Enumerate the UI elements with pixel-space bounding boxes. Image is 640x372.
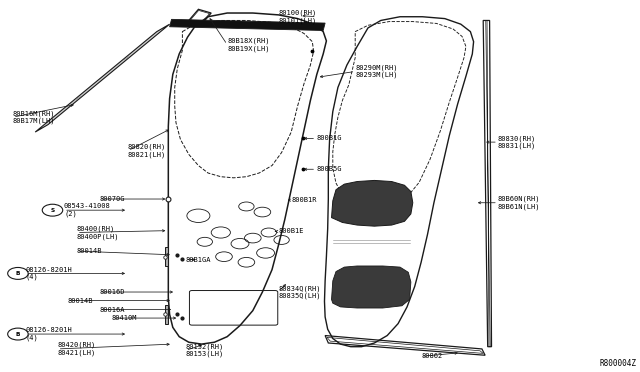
Text: S: S xyxy=(51,208,54,213)
Circle shape xyxy=(42,204,63,216)
Polygon shape xyxy=(170,19,325,31)
Text: 80014B: 80014B xyxy=(67,298,93,304)
Text: B: B xyxy=(16,331,20,337)
Text: 80B60N(RH)
80B61N(LH): 80B60N(RH) 80B61N(LH) xyxy=(498,196,540,210)
Text: B: B xyxy=(16,271,20,276)
Circle shape xyxy=(8,267,28,279)
Text: 80400(RH)
80400P(LH): 80400(RH) 80400P(LH) xyxy=(77,225,119,240)
Text: 80100(RH)
80101(LH): 80100(RH) 80101(LH) xyxy=(278,10,317,24)
Text: 80290M(RH)
80293M(LH): 80290M(RH) 80293M(LH) xyxy=(355,64,397,78)
Polygon shape xyxy=(332,180,413,226)
Text: 80410M: 80410M xyxy=(112,315,138,321)
Polygon shape xyxy=(165,305,168,324)
Text: R800004Z: R800004Z xyxy=(600,359,637,368)
Text: 80014B: 80014B xyxy=(77,248,102,254)
Text: 80B16M(RH)
80B17M(LH): 80B16M(RH) 80B17M(LH) xyxy=(13,110,55,124)
Text: 08126-8201H
(4): 08126-8201H (4) xyxy=(26,327,72,341)
Text: 800B1G: 800B1G xyxy=(316,135,342,141)
Text: 80016A: 80016A xyxy=(99,307,125,312)
Text: 800B1E: 800B1E xyxy=(278,228,304,234)
Text: 08126-8201H
(4): 08126-8201H (4) xyxy=(26,267,72,280)
Text: 800B1R: 800B1R xyxy=(292,197,317,203)
Text: 08543-41008
(2): 08543-41008 (2) xyxy=(64,203,111,217)
Circle shape xyxy=(8,328,28,340)
Text: 80830(RH)
80831(LH): 80830(RH) 80831(LH) xyxy=(498,135,536,149)
Polygon shape xyxy=(35,24,170,132)
Text: 80420(RH)
80421(LH): 80420(RH) 80421(LH) xyxy=(58,342,96,356)
Text: 80B18X(RH)
80B19X(LH): 80B18X(RH) 80B19X(LH) xyxy=(227,38,269,52)
Text: 80152(RH)
80153(LH): 80152(RH) 80153(LH) xyxy=(186,343,224,357)
Text: 800B5G: 800B5G xyxy=(316,166,342,172)
Text: 80862: 80862 xyxy=(421,353,442,359)
Text: 80016D: 80016D xyxy=(99,289,125,295)
Text: 80B1GA: 80B1GA xyxy=(186,257,211,263)
Text: 80834Q(RH)
80835Q(LH): 80834Q(RH) 80835Q(LH) xyxy=(278,285,321,299)
Text: 80820(RH)
80821(LH): 80820(RH) 80821(LH) xyxy=(128,144,166,158)
Polygon shape xyxy=(165,247,168,266)
Text: 80070G: 80070G xyxy=(99,196,125,202)
Polygon shape xyxy=(332,266,411,308)
